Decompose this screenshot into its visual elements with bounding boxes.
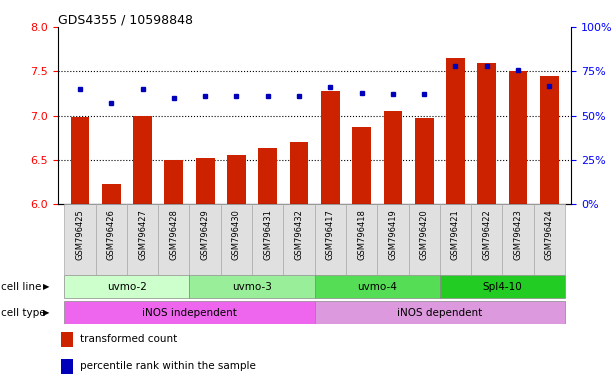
Text: iNOS dependent: iNOS dependent bbox=[397, 308, 483, 318]
Bar bbox=[102, 184, 120, 204]
Text: ▶: ▶ bbox=[43, 308, 49, 317]
Text: GSM796421: GSM796421 bbox=[451, 210, 460, 260]
Bar bbox=[158, 204, 189, 275]
Text: GSM796419: GSM796419 bbox=[389, 210, 397, 260]
Bar bbox=[95, 204, 127, 275]
Bar bbox=[133, 116, 152, 204]
Text: GSM796431: GSM796431 bbox=[263, 210, 273, 260]
Text: cell type: cell type bbox=[1, 308, 45, 318]
Bar bbox=[315, 204, 346, 275]
Bar bbox=[284, 204, 315, 275]
Bar bbox=[61, 359, 73, 374]
Text: GSM796425: GSM796425 bbox=[75, 210, 84, 260]
Bar bbox=[189, 204, 221, 275]
Text: GSM796418: GSM796418 bbox=[357, 210, 366, 260]
Text: uvmo-2: uvmo-2 bbox=[107, 282, 147, 292]
Bar bbox=[440, 275, 565, 298]
Bar bbox=[64, 301, 315, 324]
Bar bbox=[252, 204, 284, 275]
Bar bbox=[164, 160, 183, 204]
Bar bbox=[440, 204, 471, 275]
Text: GSM796424: GSM796424 bbox=[545, 210, 554, 260]
Bar bbox=[377, 204, 409, 275]
Bar bbox=[446, 58, 465, 204]
Text: GSM796422: GSM796422 bbox=[482, 210, 491, 260]
Text: GSM796432: GSM796432 bbox=[295, 210, 304, 260]
Text: iNOS independent: iNOS independent bbox=[142, 308, 237, 318]
Bar bbox=[502, 204, 534, 275]
Bar bbox=[290, 142, 309, 204]
Bar bbox=[540, 76, 559, 204]
Bar bbox=[64, 204, 95, 275]
Bar bbox=[415, 118, 434, 204]
Bar bbox=[509, 71, 527, 204]
Text: uvmo-4: uvmo-4 bbox=[357, 282, 397, 292]
Bar bbox=[315, 275, 440, 298]
Bar bbox=[471, 204, 502, 275]
Text: GSM796420: GSM796420 bbox=[420, 210, 429, 260]
Bar bbox=[227, 156, 246, 204]
Bar bbox=[321, 91, 340, 204]
Bar bbox=[70, 118, 89, 204]
Text: GSM796427: GSM796427 bbox=[138, 210, 147, 260]
Text: GSM796429: GSM796429 bbox=[200, 210, 210, 260]
Bar bbox=[534, 204, 565, 275]
Bar bbox=[315, 301, 565, 324]
Bar bbox=[384, 111, 402, 204]
Text: transformed count: transformed count bbox=[80, 334, 177, 344]
Text: Spl4-10: Spl4-10 bbox=[483, 282, 522, 292]
Bar bbox=[189, 275, 315, 298]
Bar bbox=[258, 148, 277, 204]
Text: GSM796423: GSM796423 bbox=[514, 210, 522, 260]
Text: GSM796417: GSM796417 bbox=[326, 210, 335, 260]
Text: uvmo-3: uvmo-3 bbox=[232, 282, 272, 292]
Bar bbox=[409, 204, 440, 275]
Bar bbox=[477, 63, 496, 204]
Text: GDS4355 / 10598848: GDS4355 / 10598848 bbox=[58, 13, 193, 26]
Text: GSM796428: GSM796428 bbox=[169, 210, 178, 260]
Bar bbox=[127, 204, 158, 275]
Bar bbox=[346, 204, 377, 275]
Bar bbox=[64, 275, 189, 298]
Text: GSM796430: GSM796430 bbox=[232, 210, 241, 260]
Text: ▶: ▶ bbox=[43, 282, 49, 291]
Bar bbox=[61, 332, 73, 347]
Text: cell line: cell line bbox=[1, 282, 41, 292]
Text: percentile rank within the sample: percentile rank within the sample bbox=[80, 361, 256, 371]
Bar bbox=[221, 204, 252, 275]
Bar bbox=[352, 127, 371, 204]
Text: GSM796426: GSM796426 bbox=[107, 210, 115, 260]
Bar bbox=[196, 158, 214, 204]
